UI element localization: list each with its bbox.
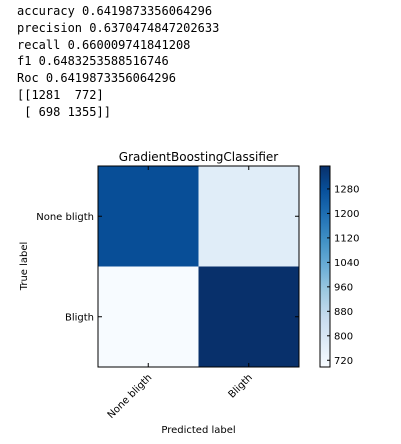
y-tick-label: Bligth [65, 312, 94, 323]
plot-frame [97, 165, 300, 368]
f1-line: f1 0.6483253588516746 [17, 54, 169, 69]
roc-line: Roc 0.6419873356064296 [17, 71, 176, 86]
matrix-row-1: [[1281 772] [17, 87, 104, 102]
y-tick-label: None bligth [36, 212, 94, 223]
colorbar-tick-label: 960 [334, 282, 353, 293]
recall-line: recall 0.660009741841208 [17, 37, 191, 52]
metrics-output: accuracy 0.6419873356064296 precision 0.6… [17, 3, 219, 121]
precision-line: precision 0.6370474847202633 [17, 20, 220, 35]
x-axis-label: Predicted label [161, 425, 235, 436]
chart-title: GradientBoostingClassifier [119, 150, 279, 164]
colorbar-tick-label: 1200 [334, 209, 359, 220]
colorbar-tick-label: 1120 [334, 233, 359, 244]
colorbar-tick-label: 880 [334, 307, 353, 318]
accuracy-line: accuracy 0.6419873356064296 [17, 4, 213, 18]
y-axis-label: True label [19, 242, 30, 292]
colorbar-tick-label: 800 [334, 331, 353, 342]
colorbar-tick-label: 1280 [334, 184, 359, 195]
colorbar-tick-label: 1040 [334, 258, 359, 269]
x-tick-label: Bligth [227, 372, 255, 400]
x-tick-label: None bligth [106, 372, 155, 421]
colorbar [319, 165, 331, 368]
heatmap-cell [198, 166, 299, 267]
heatmap-cell [198, 266, 299, 367]
matrix-row-2: [ 698 1355]] [17, 104, 111, 119]
colorbar-tick-label: 720 [334, 356, 353, 367]
heatmap-cell [98, 266, 199, 367]
heatmap-cell [98, 166, 199, 267]
